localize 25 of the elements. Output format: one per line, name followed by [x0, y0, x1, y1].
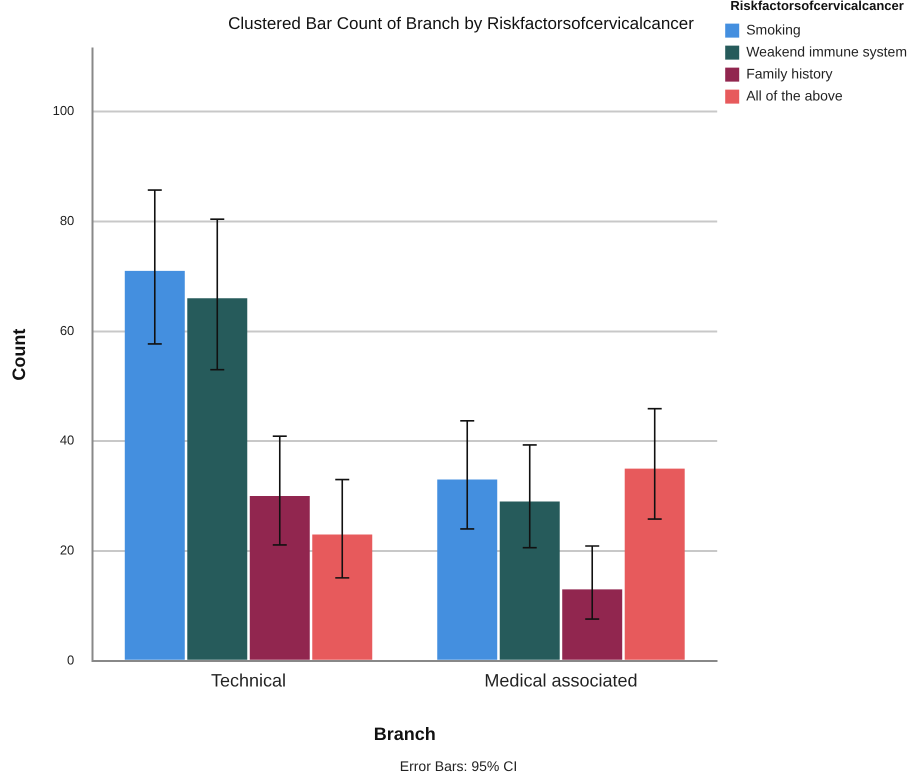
- legend-label: Smoking: [746, 21, 801, 38]
- x-axis-title: Branch: [374, 724, 436, 744]
- y-tick-label: 60: [60, 322, 74, 338]
- legend-title: Riskfactorsofcervicalcancer: [730, 0, 904, 14]
- chart-title: Clustered Bar Count of Branch by Riskfactorsofcervicalcancer: [228, 14, 694, 33]
- legend-label: Weakend immune system: [746, 43, 908, 60]
- y-tick-label: 80: [60, 212, 74, 228]
- x-tick-label: Medical associated: [484, 670, 638, 691]
- bar: [624, 468, 685, 660]
- y-tick-label: 20: [60, 542, 74, 558]
- legend-label: Family history: [746, 65, 833, 82]
- y-axis-title: Count: [8, 328, 29, 381]
- y-tick-label: 40: [60, 432, 74, 448]
- bar: [437, 480, 498, 660]
- bar: [187, 298, 248, 660]
- text: Error Bars: 95% CI: [398, 758, 518, 774]
- bar: [124, 270, 185, 660]
- x-tick-label: Technical: [210, 670, 286, 691]
- legend-label: All of the above: [746, 87, 843, 104]
- bar: [312, 534, 372, 660]
- y-tick-label: 0: [67, 652, 74, 668]
- bar: [250, 496, 310, 660]
- y-tick-label: 100: [52, 103, 74, 118]
- bar: [562, 589, 622, 660]
- bar: [500, 502, 560, 660]
